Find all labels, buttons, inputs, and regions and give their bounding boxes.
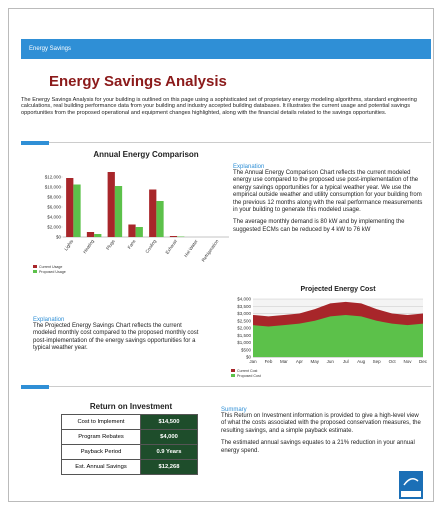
legend-swatch — [231, 369, 235, 372]
bar — [73, 184, 81, 237]
y-tick-label: $10,000 — [45, 185, 62, 190]
bar — [66, 178, 74, 237]
heading: Explanation — [33, 317, 65, 323]
y-tick-label: $8,000 — [47, 195, 61, 200]
explanation-2: Explanation The Projected Energy Savings… — [33, 317, 201, 353]
x-tick-label: Apr — [296, 359, 304, 364]
section-rule — [49, 386, 431, 387]
bar — [156, 201, 164, 237]
x-tick-label: Plugs — [105, 238, 116, 251]
summary: Summary This Return on Investment inform… — [221, 407, 421, 455]
y-tick-label: $1,500 — [237, 333, 251, 338]
roi-label: Payback Period — [61, 444, 141, 460]
page-title: Energy Savings Analysis — [49, 73, 227, 90]
bar — [149, 189, 157, 237]
y-tick-label: $4,000 — [237, 297, 251, 302]
roi-table: Cost to Implement $14,500 Program Rebates $… — [61, 414, 198, 475]
y-tick-label: $2,000 — [237, 326, 251, 331]
section-bar — [21, 141, 49, 145]
roi-row: Program Rebates $4,000 — [61, 429, 198, 445]
legend-label: Current Usage — [39, 265, 62, 269]
y-tick-label: $0 — [246, 355, 252, 360]
legend-label: Proposed Cost — [237, 374, 261, 378]
logo-arc — [403, 478, 419, 486]
text: The Projected Energy Savings Chart refle… — [33, 323, 199, 352]
bar — [107, 172, 115, 237]
roi-label: Est. Annual Savings — [61, 459, 141, 475]
legend-label: Proposed Usage — [39, 270, 66, 274]
y-tick-label: $3,500 — [237, 304, 251, 309]
page: Energy Savings Energy Savings Analysis T… — [8, 8, 434, 502]
heading: Explanation — [233, 164, 265, 170]
header-bar: Energy Savings — [21, 39, 431, 59]
x-tick-label: Jul — [343, 359, 349, 364]
y-tick-label: $2,000 — [47, 225, 61, 230]
section-rule — [49, 142, 431, 143]
y-tick-label: $2,500 — [237, 318, 251, 323]
x-tick-label: Lights — [63, 238, 74, 251]
bar — [135, 227, 143, 237]
roi-row: Payback Period 0.9 Years — [61, 444, 198, 460]
y-tick-label: $1,000 — [237, 340, 251, 345]
y-tick-label: $3,000 — [237, 311, 251, 316]
roi-label: Cost to Implement — [61, 414, 141, 430]
legend-swatch — [33, 265, 37, 268]
bar — [169, 236, 178, 237]
x-tick-label: Heating — [82, 238, 95, 254]
area-chart: Projected Energy Cost $0 $500 $1,000 $1,500 $… — [231, 286, 427, 378]
x-tick-label: Oct — [389, 359, 397, 364]
x-tick-label: Sep — [373, 359, 382, 364]
x-tick-label: Jun — [327, 359, 335, 364]
heading: Summary — [221, 407, 247, 413]
y-tick-label: $12,000 — [45, 175, 62, 180]
section-bar — [21, 385, 49, 389]
roi-value: $12,268 — [140, 459, 198, 475]
x-tick-label: Aug — [357, 359, 366, 364]
x-tick-label: Jan — [249, 359, 257, 364]
bar — [94, 234, 102, 237]
x-tick-label: Exhaust — [165, 238, 179, 255]
area — [253, 314, 423, 357]
x-tick-label: May — [311, 359, 320, 364]
x-tick-label: Feb — [265, 359, 273, 364]
y-tick-label: $500 — [241, 347, 252, 352]
x-tick-label: Dec — [419, 359, 427, 364]
y-tick-label: $4,000 — [47, 215, 61, 220]
legend-swatch — [33, 270, 37, 273]
roi-value: $4,000 — [140, 429, 198, 445]
x-tick-label: Fans — [127, 238, 137, 250]
roi-label: Program Rebates — [61, 429, 141, 445]
savings: The estimated annual savings equates to … — [221, 440, 415, 454]
x-tick-label: Nov — [404, 359, 413, 364]
x-tick-label: Refrigeration — [201, 238, 220, 262]
roi-title: Return on Investment — [89, 402, 173, 411]
text: The Annual Energy Comparison Chart refle… — [233, 170, 423, 214]
bar — [128, 224, 136, 237]
y-tick-label: $0 — [56, 235, 62, 240]
chart-title: Projected Energy Cost — [300, 286, 376, 293]
roi-value: 0.9 Years — [140, 444, 198, 460]
roi-row: Cost to Implement $14,500 — [61, 414, 198, 430]
text: This Return on Investment information is… — [221, 413, 421, 434]
intro: The Energy Savings Analysis for your bui… — [21, 97, 417, 116]
legend-label: Current Cost — [237, 369, 257, 373]
x-tick-label: Cooling — [144, 238, 157, 254]
explanation-1: Explanation The Annual Energy Comparison… — [233, 164, 423, 234]
bar-chart: Annual Energy Comparison $0 $2,000 $4,000 $6… — [33, 150, 229, 274]
x-tick-label: Hot Water — [183, 238, 199, 258]
demand: The average monthly demand is 80 kW and … — [233, 219, 405, 233]
logo-band — [401, 491, 421, 497]
legend-swatch — [231, 374, 235, 377]
bar — [114, 186, 123, 237]
bar — [177, 236, 185, 237]
roi-row: Est. Annual Savings $12,268 — [61, 459, 198, 475]
x-tick-label: Mar — [280, 359, 288, 364]
chart-title: Annual Energy Comparison — [93, 150, 198, 159]
roi-value: $14,500 — [140, 414, 198, 430]
y-tick-label: $6,000 — [47, 205, 61, 210]
bar — [86, 232, 95, 237]
logo — [399, 471, 423, 499]
